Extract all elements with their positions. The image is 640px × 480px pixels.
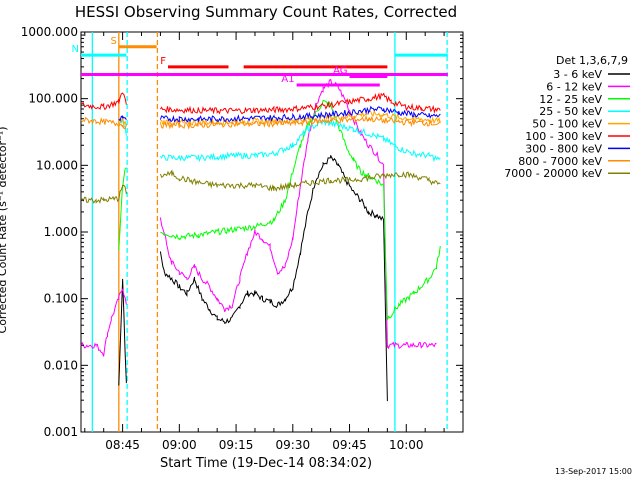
legend-label-1: 6 - 12 keV (546, 80, 602, 93)
y-tick-label-6: 0.001 (44, 425, 78, 439)
legend-label-6: 300 - 800 keV (525, 142, 602, 155)
flag-label-6: AG (333, 66, 347, 77)
y-tick-label-0: 1000.000 (21, 25, 78, 39)
series-line-8 (80, 169, 441, 204)
x-tick-label-1: 09:00 (162, 438, 197, 452)
legend-label-0: 3 - 6 keV (553, 68, 602, 81)
y-axis: 1000.000 100.000 10.000 1.000 0.100 0.010 0.00… (21, 25, 463, 439)
x-tick-label-4: 09:45 (332, 438, 367, 452)
x-tick-label-3: 09:30 (276, 438, 311, 452)
x-tick-label-5: 10:00 (389, 438, 424, 452)
flag-label-1: N (72, 44, 79, 55)
plot-frame (80, 31, 464, 433)
x-tick-label-0: 08:45 (105, 438, 140, 452)
legend-label-4: 50 - 100 keV (532, 118, 602, 131)
x-axis: 08:45 09:00 09:15 09:30 09:45 10:00 (84, 32, 445, 452)
series-line-6 (118, 105, 441, 124)
legend-label-2: 12 - 25 keV (539, 93, 602, 106)
flag-label-3: F (160, 56, 166, 67)
footer-timestamp: 13-Sep-2017 15:00 (555, 467, 632, 476)
y-tick-label-1: 100.000 (28, 92, 78, 106)
y-axis-label: Corrected Count Rate (s⁻¹ detector⁻¹) (0, 127, 9, 334)
y-tick-label-4: 0.100 (44, 292, 78, 306)
series-line-2 (118, 99, 441, 321)
series-line-0 (118, 155, 388, 402)
legend-label-5: 100 - 300 keV (525, 130, 602, 143)
plot-area: S N F AG A1 (72, 31, 464, 433)
flag-label-0: S (110, 36, 116, 47)
legend-label-8: 7000 - 20000 keV (504, 167, 602, 180)
series-line-1 (80, 78, 437, 357)
flag-label-7: A1 (281, 74, 294, 85)
y-tick-label-5: 0.010 (44, 358, 78, 372)
legend-title: Det 1,3,6,7,9 (556, 54, 628, 67)
y-tick-label-2: 10.000 (36, 158, 78, 172)
series-line-7 (80, 114, 441, 130)
chart-title: HESSI Observing Summary Count Rates, Cor… (75, 3, 457, 21)
x-tick-label-2: 09:15 (219, 438, 254, 452)
y-tick-label-3: 1.000 (44, 225, 78, 239)
legend-label-3: 25 - 50 keV (539, 105, 602, 118)
x-axis-label: Start Time (19-Dec-14 08:34:02) (160, 456, 372, 471)
legend-label-7: 800 - 7000 keV (518, 155, 602, 168)
series-line-5 (80, 92, 441, 115)
